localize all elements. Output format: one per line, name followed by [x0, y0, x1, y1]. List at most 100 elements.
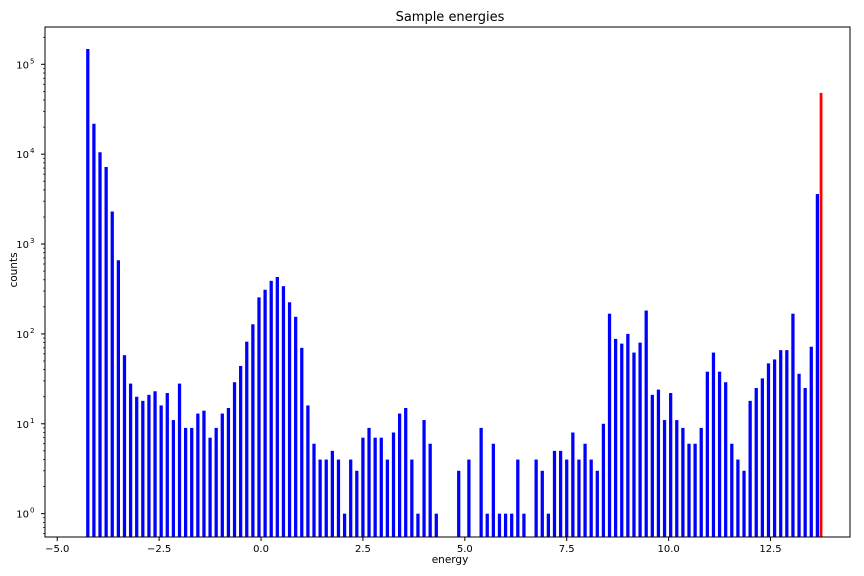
bar — [540, 470, 544, 537]
bar — [214, 427, 218, 537]
plot-area-frame — [44, 26, 851, 538]
chart-title: Sample energies — [396, 10, 505, 25]
bar — [687, 443, 691, 537]
bar — [485, 513, 489, 537]
bar — [171, 420, 176, 537]
x-tick-label: −5.0 — [45, 544, 69, 555]
bar — [467, 459, 471, 537]
bar — [379, 437, 383, 537]
y-tick-label: 10 — [16, 330, 29, 341]
bar — [183, 427, 188, 537]
bar — [251, 324, 255, 537]
bar — [220, 413, 224, 537]
bar — [122, 355, 127, 537]
bar — [607, 313, 612, 537]
bar — [226, 407, 231, 537]
bar — [601, 423, 606, 537]
bar — [263, 289, 267, 537]
bar — [177, 383, 182, 537]
bar — [638, 342, 642, 537]
bar — [552, 450, 557, 537]
bar — [534, 459, 538, 537]
bar — [361, 437, 365, 537]
bar — [785, 350, 789, 537]
bar — [577, 459, 581, 537]
bar — [324, 459, 328, 537]
bar — [373, 437, 377, 537]
bar — [239, 365, 243, 537]
bar — [644, 310, 648, 537]
y-tick-exponent: 5 — [30, 57, 34, 65]
x-tick-label: 5.0 — [457, 544, 473, 555]
bar — [705, 371, 709, 537]
bar — [141, 400, 145, 537]
bar — [516, 459, 520, 537]
bar — [336, 459, 341, 537]
bar — [791, 313, 795, 537]
bar — [269, 280, 273, 537]
bar — [135, 396, 139, 537]
bar — [620, 343, 624, 537]
bar — [434, 513, 438, 537]
x-tick-label: 10.0 — [657, 544, 679, 555]
bar — [730, 443, 734, 537]
bar — [503, 513, 508, 537]
x-axis-label: energy — [432, 554, 469, 566]
bar — [699, 427, 703, 537]
bar — [632, 352, 636, 537]
bar — [736, 459, 740, 537]
y-tick-label: 10 — [16, 60, 29, 71]
bar — [367, 427, 371, 537]
bar — [153, 391, 157, 537]
bar — [294, 316, 298, 537]
x-tick-label: 7.5 — [559, 544, 575, 555]
bar — [397, 413, 402, 537]
bar — [491, 443, 495, 537]
bar — [772, 359, 777, 537]
bar — [330, 450, 334, 537]
bar — [202, 410, 206, 537]
bar — [86, 48, 90, 538]
bar — [626, 333, 630, 537]
bar — [760, 378, 764, 537]
y-tick-exponent: 4 — [30, 147, 35, 155]
bar — [803, 388, 807, 537]
bar — [742, 470, 746, 537]
y-tick-exponent: 2 — [30, 327, 34, 335]
bar — [128, 383, 133, 537]
bar — [342, 513, 347, 537]
bar — [815, 194, 820, 538]
bar — [565, 459, 569, 537]
bar — [165, 393, 169, 537]
bars-group — [86, 48, 823, 538]
y-tick-exponent: 0 — [30, 507, 34, 515]
bar — [208, 437, 212, 537]
bar — [724, 382, 728, 537]
bar — [809, 346, 813, 537]
x-tick-label: 12.5 — [759, 544, 781, 555]
bar — [797, 373, 801, 537]
bar — [754, 388, 758, 537]
bar — [558, 450, 563, 537]
bar — [479, 427, 483, 537]
bar — [116, 260, 120, 537]
bar — [748, 400, 752, 537]
bar — [583, 443, 587, 537]
bar — [497, 513, 502, 537]
bar — [245, 341, 249, 537]
bar — [669, 393, 673, 537]
bar — [300, 347, 304, 537]
bar — [589, 459, 593, 537]
bar — [391, 432, 396, 537]
bar — [766, 363, 771, 537]
bar — [681, 427, 685, 537]
bar — [287, 302, 292, 537]
bar — [355, 470, 359, 537]
bar — [510, 513, 514, 537]
bar — [693, 443, 697, 537]
bar — [196, 413, 200, 537]
bar — [92, 123, 96, 537]
bar — [232, 382, 237, 537]
